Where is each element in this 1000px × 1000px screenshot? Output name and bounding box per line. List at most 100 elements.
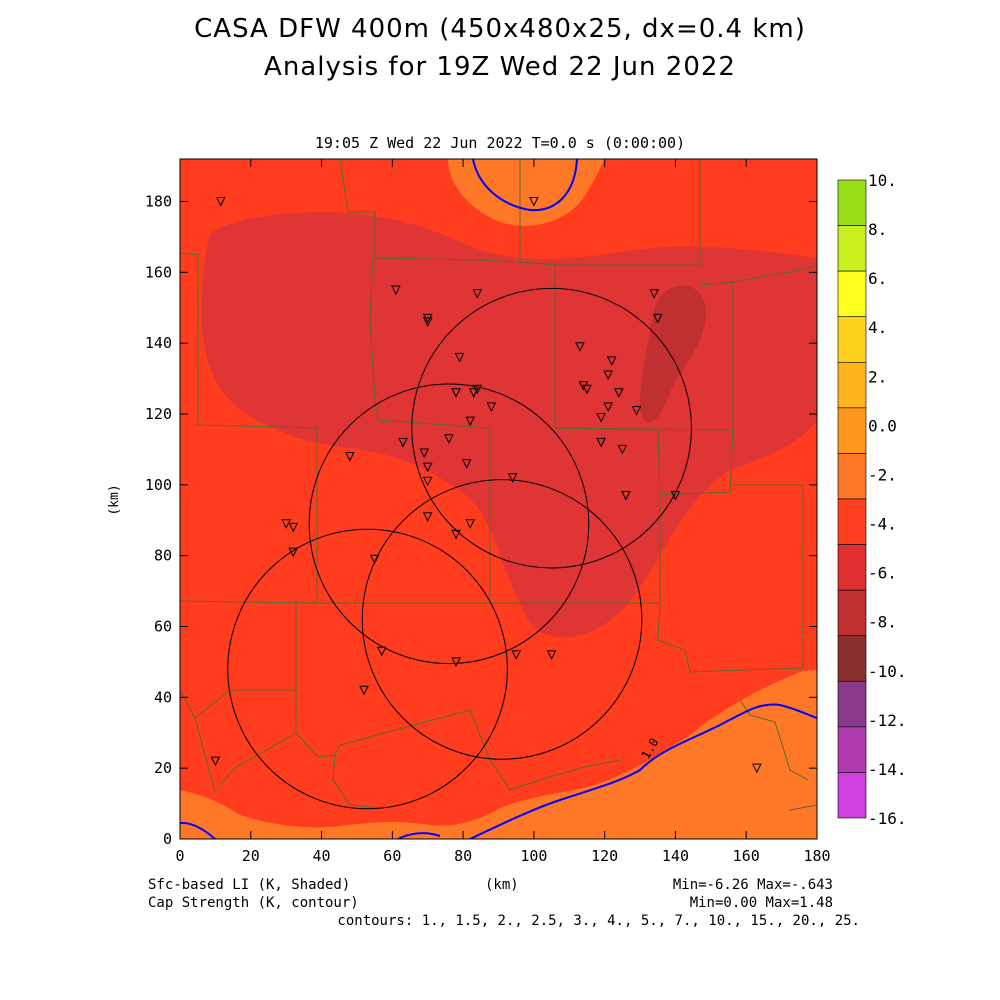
y-tick-label: 100 [145, 476, 172, 494]
x-tick-label: 140 [662, 847, 689, 865]
station-marker [422, 462, 433, 473]
x-tick-label: 80 [454, 847, 472, 865]
county-boundaries [180, 159, 817, 811]
y-tick-label: 0 [163, 830, 172, 848]
colorbar-label: -14. [868, 760, 907, 779]
footer-contour-levels: contours: 1., 1.5, 2., 2.5, 3., 4., 5., … [337, 913, 860, 929]
colorbar-swatch [837, 225, 867, 272]
title-line-2: Analysis for 19Z Wed 22 Jun 2022 [264, 52, 736, 82]
title-line-1: CASA DFW 400m (450x480x25, dx=0.4 km) [194, 14, 806, 44]
colorbar-swatch [837, 453, 867, 500]
colorbar-label: 0.0 [868, 416, 897, 435]
station-marker [376, 646, 387, 657]
colorbar-swatch [837, 270, 867, 318]
radar-ring [361, 479, 643, 760]
station-marker [465, 416, 475, 427]
y-tick-label: 140 [145, 334, 172, 352]
station-marker [345, 452, 355, 462]
colorbar-label: 2. [868, 367, 887, 386]
y-tick-label: 160 [145, 263, 172, 281]
colorbar-label: 6. [868, 269, 887, 288]
footer-contour-range: Min=0.00 Max=1.48 [689, 895, 833, 911]
station-marker [614, 388, 624, 398]
colorbar-swatch [837, 726, 867, 773]
x-tick-label: 120 [591, 847, 618, 865]
station-marker [422, 317, 433, 328]
station-markers [210, 197, 762, 774]
colorbar-swatch [837, 179, 867, 226]
x-tick-label: 60 [383, 847, 401, 865]
colorbar-swatch [837, 772, 867, 819]
plot-subtitle: 19:05 Z Wed 22 Jun 2022 T=0.0 s (0:00:00… [314, 134, 686, 152]
colorbar-swatch [837, 544, 867, 591]
plot-area: 1.0 [180, 159, 817, 839]
station-marker [649, 289, 660, 299]
x-axis-label: (km) [485, 877, 519, 893]
station-marker [281, 519, 291, 529]
colorbar-swatch [837, 361, 867, 409]
station-marker [507, 473, 518, 483]
colorbar-swatch [837, 680, 867, 728]
station-marker [465, 519, 475, 529]
station-marker [288, 547, 299, 558]
colorbar-label: 4. [868, 318, 887, 337]
radar-ring [308, 383, 590, 665]
radar-ring [227, 528, 508, 810]
footer-shaded-range: Min=-6.26 Max=-.643 [672, 877, 833, 893]
colorbar-label: 10. [868, 171, 897, 190]
station-marker [215, 197, 226, 207]
station-marker [596, 413, 606, 423]
colorbar-swatch [837, 589, 867, 637]
cap-strength-contours [180, 159, 817, 839]
colorbar-label: -4. [868, 515, 897, 534]
colorbar-label: 8. [868, 220, 887, 239]
colorbar-label: -6. [868, 564, 897, 583]
station-marker [461, 459, 472, 469]
station-marker [451, 388, 461, 398]
colorbar-swatch [837, 498, 867, 545]
station-marker [391, 285, 401, 296]
x-tick-label: 40 [313, 847, 331, 865]
station-marker [444, 434, 454, 444]
field-bottom-band [180, 670, 817, 839]
station-marker [546, 650, 557, 660]
station-marker [451, 529, 461, 540]
station-marker [603, 402, 614, 413]
station-marker [288, 522, 299, 533]
station-marker [670, 490, 681, 501]
station-marker [359, 685, 369, 696]
station-marker [419, 448, 429, 459]
colorbar-label: -16. [868, 809, 907, 828]
x-axis: 0 20 40 60 80 100 120 140 160 180 [175, 159, 831, 865]
colorbar-label: -8. [868, 613, 897, 632]
station-marker [369, 554, 380, 565]
y-tick-label: 80 [154, 547, 172, 565]
field-top-lobe [448, 159, 605, 226]
x-tick-label: 0 [175, 847, 184, 865]
y-tick-label: 180 [145, 193, 172, 211]
station-marker [631, 405, 642, 416]
station-marker [529, 197, 539, 207]
footer-shaded-field: Sfc-based LI (K, Shaded) [148, 877, 351, 893]
y-axis: 0 20 40 60 80 100 120 140 160 180 [145, 193, 817, 848]
y-tick-label: 60 [154, 618, 172, 636]
station-marker [575, 342, 585, 352]
x-tick-label: 100 [520, 847, 547, 865]
station-marker [451, 657, 461, 668]
station-marker [582, 384, 592, 395]
radar-ring [411, 287, 692, 569]
y-tick-label: 40 [154, 688, 172, 706]
station-marker [472, 384, 483, 395]
station-marker [603, 370, 614, 381]
colorbar: 10. 8. 6. 4. 2. 0.0 -2. -4. -6. -8. -10. -12. -14. -1… [837, 171, 907, 828]
y-tick-label: 120 [145, 405, 172, 423]
station-marker [486, 402, 497, 413]
station-marker [422, 476, 433, 487]
colorbar-swatch [837, 635, 867, 682]
x-tick-label: 20 [242, 847, 260, 865]
plot-frame [179, 158, 818, 840]
x-tick-label: 180 [803, 847, 830, 865]
footer-contour-field: Cap Strength (K, contour) [148, 895, 359, 911]
station-marker [621, 490, 631, 501]
